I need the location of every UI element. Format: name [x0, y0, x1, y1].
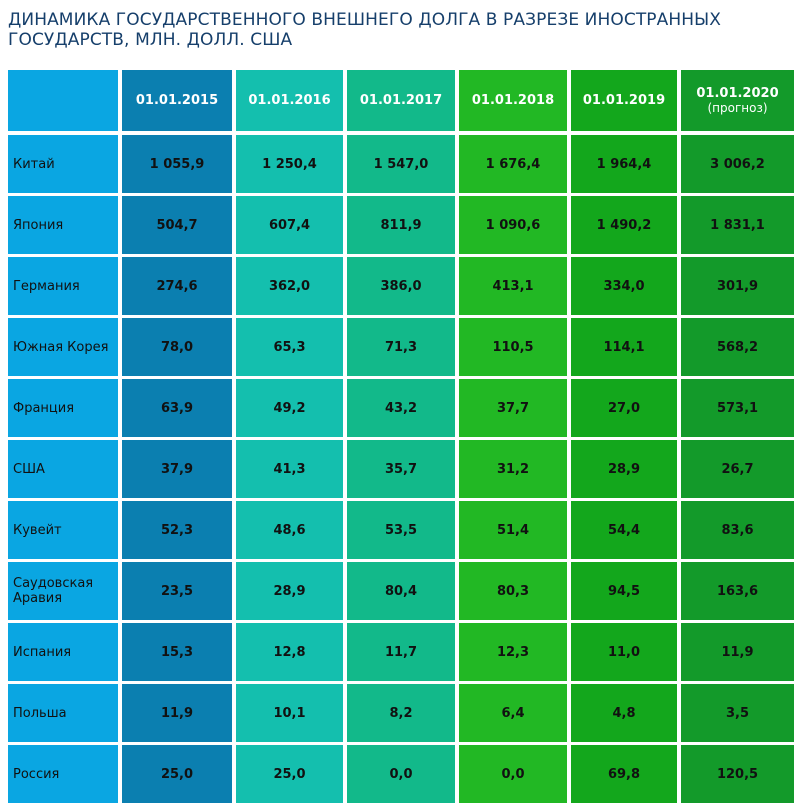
data-value-cell: 69,8 [571, 745, 677, 803]
data-value-cell: 23,5 [122, 562, 232, 620]
data-value-cell: 27,0 [571, 379, 677, 437]
chart-title-line-2: ГОСУДАРСТВ, МЛН. ДОЛЛ. США [8, 30, 293, 50]
data-value-cell: 114,1 [571, 318, 677, 376]
row-country-label: Япония [8, 196, 118, 254]
debt-table: 01.01.2015 01.01.2016 01.01.2017 01.01.2018… [8, 70, 794, 803]
data-value-cell: 43,2 [347, 379, 455, 437]
row-country-label: Кувейт [8, 501, 118, 559]
data-value-cell: 11,7 [347, 623, 455, 681]
data-value-cell: 0,0 [347, 745, 455, 803]
row-country-label: Франция [8, 379, 118, 437]
data-value-cell: 301,9 [681, 257, 794, 315]
data-value-cell: 25,0 [122, 745, 232, 803]
row-country-label: Германия [8, 257, 118, 315]
data-value-cell: 3,5 [681, 684, 794, 742]
column-header-note: (прогноз) [707, 100, 768, 115]
data-value-cell: 28,9 [571, 440, 677, 498]
data-value-cell: 8,2 [347, 684, 455, 742]
data-value-cell: 25,0 [236, 745, 343, 803]
data-value-cell: 51,4 [459, 501, 567, 559]
data-value-cell: 573,1 [681, 379, 794, 437]
data-value-cell: 120,5 [681, 745, 794, 803]
data-value-cell: 65,3 [236, 318, 343, 376]
data-value-cell: 48,6 [236, 501, 343, 559]
data-value-cell: 504,7 [122, 196, 232, 254]
data-value-cell: 3 006,2 [681, 135, 794, 193]
data-value-cell: 11,9 [681, 623, 794, 681]
data-value-cell: 1 964,4 [571, 135, 677, 193]
row-country-label: Китай [8, 135, 118, 193]
data-value-cell: 83,6 [681, 501, 794, 559]
data-value-cell: 78,0 [122, 318, 232, 376]
column-header-1: 01.01.2015 [122, 70, 232, 131]
data-value-cell: 71,3 [347, 318, 455, 376]
column-header-date: 01.01.2016 [248, 93, 331, 108]
data-value-cell: 1 055,9 [122, 135, 232, 193]
data-value-cell: 31,2 [459, 440, 567, 498]
data-value-cell: 110,5 [459, 318, 567, 376]
data-value-cell: 37,7 [459, 379, 567, 437]
data-value-cell: 52,3 [122, 501, 232, 559]
column-header-date: 01.01.2017 [359, 93, 443, 108]
data-value-cell: 1 490,2 [571, 196, 677, 254]
data-value-cell: 41,3 [236, 440, 343, 498]
data-value-cell: 568,2 [681, 318, 794, 376]
chart-title: ДИНАМИКА ГОСУДАРСТВЕННОГО ВНЕШНЕГО ДОЛГА… [8, 10, 788, 50]
column-header-date: 01.01.2015 [135, 93, 219, 108]
data-value-cell: 334,0 [571, 257, 677, 315]
data-value-cell: 10,1 [236, 684, 343, 742]
data-value-cell: 11,0 [571, 623, 677, 681]
column-header-4: 01.01.2018 [459, 70, 567, 131]
column-header-5: 01.01.2019 [571, 70, 677, 131]
data-value-cell: 413,1 [459, 257, 567, 315]
data-value-cell: 80,4 [347, 562, 455, 620]
column-header-2: 01.01.2016 [236, 70, 343, 131]
data-value-cell: 63,9 [122, 379, 232, 437]
column-header-3: 01.01.2017 [347, 70, 455, 131]
row-country-label: Южная Корея [8, 318, 118, 376]
row-country-label: Польша [8, 684, 118, 742]
data-value-cell: 53,5 [347, 501, 455, 559]
row-country-label: Испания [8, 623, 118, 681]
data-value-cell: 4,8 [571, 684, 677, 742]
data-value-cell: 94,5 [571, 562, 677, 620]
data-value-cell: 1 250,4 [236, 135, 343, 193]
column-header-date: 01.01.2018 [471, 93, 555, 108]
data-value-cell: 26,7 [681, 440, 794, 498]
data-value-cell: 1 676,4 [459, 135, 567, 193]
column-header-date: 01.01.2020 [696, 85, 779, 101]
data-value-cell: 12,8 [236, 623, 343, 681]
data-value-cell: 11,9 [122, 684, 232, 742]
row-country-label: США [8, 440, 118, 498]
data-value-cell: 0,0 [459, 745, 567, 803]
row-country-label: Саудовская Аравия [8, 562, 118, 620]
data-value-cell: 49,2 [236, 379, 343, 437]
data-value-cell: 37,9 [122, 440, 232, 498]
data-value-cell: 811,9 [347, 196, 455, 254]
data-value-cell: 28,9 [236, 562, 343, 620]
data-value-cell: 607,4 [236, 196, 343, 254]
header-corner-cell [8, 70, 118, 131]
data-value-cell: 12,3 [459, 623, 567, 681]
data-value-cell: 1 831,1 [681, 196, 794, 254]
row-country-label: Россия [8, 745, 118, 803]
column-header-6: 01.01.2020 (прогноз) [681, 70, 794, 131]
data-value-cell: 54,4 [571, 501, 677, 559]
data-value-cell: 1 547,0 [347, 135, 455, 193]
chart-title-line-1: ДИНАМИКА ГОСУДАРСТВЕННОГО ВНЕШНЕГО ДОЛГА… [8, 10, 721, 30]
data-value-cell: 163,6 [681, 562, 794, 620]
data-value-cell: 6,4 [459, 684, 567, 742]
data-value-cell: 80,3 [459, 562, 567, 620]
data-value-cell: 35,7 [347, 440, 455, 498]
data-value-cell: 274,6 [122, 257, 232, 315]
data-value-cell: 362,0 [236, 257, 343, 315]
data-value-cell: 386,0 [347, 257, 455, 315]
column-header-date: 01.01.2019 [582, 93, 666, 108]
data-value-cell: 15,3 [122, 623, 232, 681]
data-value-cell: 1 090,6 [459, 196, 567, 254]
